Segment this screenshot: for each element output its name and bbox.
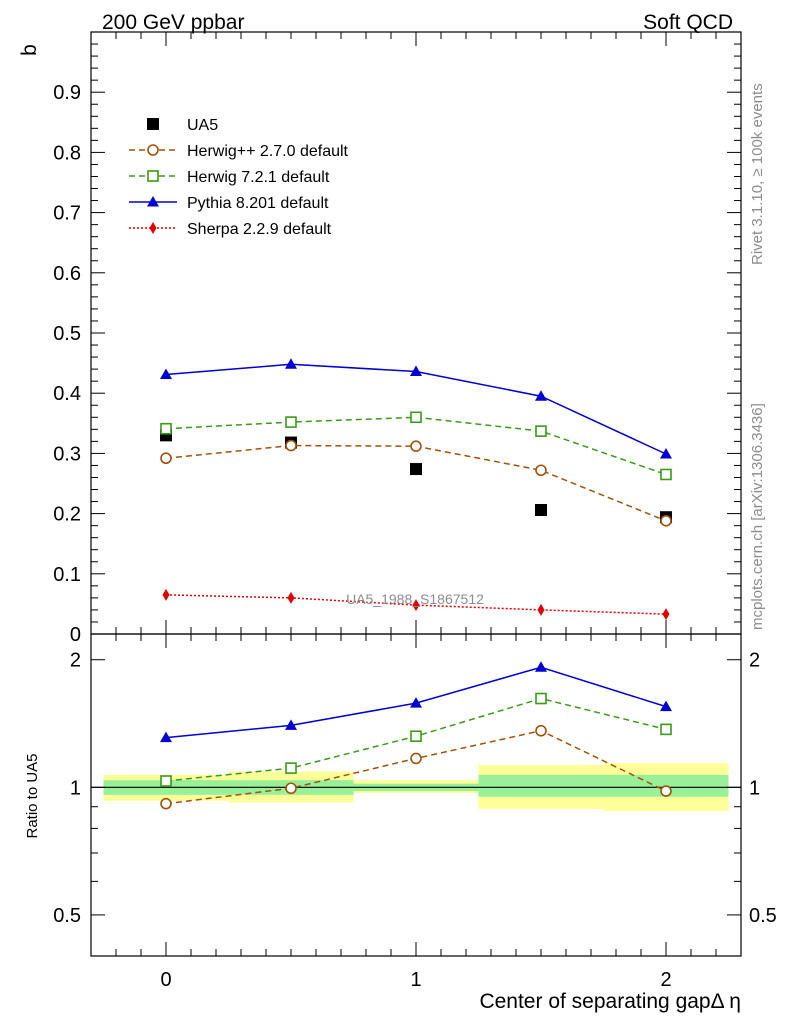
data-point <box>535 425 547 437</box>
ratio-point <box>660 723 672 736</box>
legend-label: UA5 <box>187 117 218 134</box>
data-point <box>285 416 297 428</box>
x-axis-label: Center of separating gapΔ η <box>479 990 741 1013</box>
legend-marker <box>149 222 157 234</box>
series-line <box>165 444 667 522</box>
y-tick-label: 0.5 <box>53 905 81 927</box>
y-tick-label: 0.2 <box>53 504 81 526</box>
y-tick-label: 0.9 <box>53 82 81 104</box>
data-point <box>412 599 420 612</box>
data-point <box>160 368 172 380</box>
ratio-series-2 <box>160 661 672 743</box>
series-line <box>165 594 667 615</box>
x-tick-label: 0 <box>160 969 171 991</box>
reference-label: UA5_1988_S1867512 <box>346 591 484 607</box>
data-point <box>162 588 170 601</box>
legend-marker <box>147 196 159 207</box>
series-3 <box>160 358 672 459</box>
legend-marker <box>147 118 159 130</box>
y-tick-label: 2 <box>70 650 81 672</box>
side-label-rivet: Rivet 3.1.10, ≥ 100k events <box>749 83 766 265</box>
series-4 <box>162 588 670 621</box>
uncertainty-band-inner <box>478 774 604 797</box>
data-point <box>410 463 422 476</box>
data-point <box>287 591 295 604</box>
data-point <box>285 358 297 369</box>
ratio-series-0 <box>160 724 672 810</box>
ratio-point <box>285 719 297 730</box>
ratio-plot-panel: 0.5 0.5 1 1 2 2 0 1 2 <box>53 633 777 991</box>
ratio-point <box>535 692 547 705</box>
data-point <box>535 390 547 401</box>
data-point <box>660 468 672 481</box>
data-point <box>537 603 545 616</box>
ratio-point <box>160 731 172 743</box>
y-tick-label-right: 0.5 <box>749 905 777 927</box>
ratio-point <box>535 724 547 737</box>
ratio-point <box>660 700 672 712</box>
ratio-point <box>410 730 422 743</box>
x-tick-label: 2 <box>660 969 671 991</box>
ratio-point <box>535 661 547 672</box>
y-tick-label-right: 2 <box>749 650 760 672</box>
series-2 <box>160 411 672 481</box>
y-tick-label: 0.8 <box>53 142 81 164</box>
legend-label: Sherpa 2.2.9 default <box>187 221 332 238</box>
x-tick-label: 1 <box>410 969 421 991</box>
legend-marker <box>147 170 159 182</box>
data-point <box>535 503 547 516</box>
data-point <box>535 464 547 477</box>
side-label-mcplots: mcplots.cern.ch [arXiv:1306.3436] <box>749 403 766 630</box>
header-left: 200 GeV ppbar <box>102 11 244 34</box>
ratio-point <box>410 752 422 765</box>
y-tick-label: 0 <box>70 624 81 646</box>
header-right: Soft QCD <box>643 11 733 34</box>
y-tick-label: 0.3 <box>53 443 81 465</box>
data-point <box>662 608 670 621</box>
legend-label: Pythia 8.201 default <box>187 195 329 212</box>
data-point <box>660 448 672 459</box>
legend: UA5 Herwig++ 2.7.0 default Herwig 7.2.1 de… <box>129 117 349 238</box>
ratio-point <box>285 782 297 795</box>
ratio-point <box>160 797 172 810</box>
data-point <box>285 439 297 452</box>
data-point <box>160 422 172 435</box>
ratio-point <box>410 697 422 708</box>
ratio-series-1 <box>160 692 672 787</box>
data-point <box>660 515 672 527</box>
y-tick-label: 1 <box>70 777 81 799</box>
y-tick-label: 0.1 <box>53 564 81 586</box>
data-point <box>410 411 422 424</box>
legend-label: Herwig 7.2.1 default <box>187 169 330 186</box>
ratio-point <box>160 775 172 787</box>
data-point <box>410 440 422 452</box>
y-tick-label-right: 1 <box>749 777 760 799</box>
y-tick-label: 0.4 <box>53 383 81 405</box>
legend-label: Herwig++ 2.7.0 default <box>187 143 349 160</box>
ratio-point <box>660 785 672 797</box>
y-tick-label: 0.6 <box>53 263 81 285</box>
data-point <box>410 365 422 377</box>
legend-marker <box>147 144 159 156</box>
main-y-axis-label: b <box>18 44 41 56</box>
data-point <box>160 452 172 465</box>
y-tick-label: 0.5 <box>53 323 81 345</box>
main-plot-panel: 0 0.1 0.2 0.3 0.4 0.5 0.6 0.7 0.8 0.9 <box>53 31 742 646</box>
ratio-point <box>285 762 297 774</box>
y-tick-label: 0.7 <box>53 203 81 225</box>
ratio-y-axis-label: Ratio to UA5 <box>24 753 41 838</box>
series-1 <box>160 439 672 527</box>
